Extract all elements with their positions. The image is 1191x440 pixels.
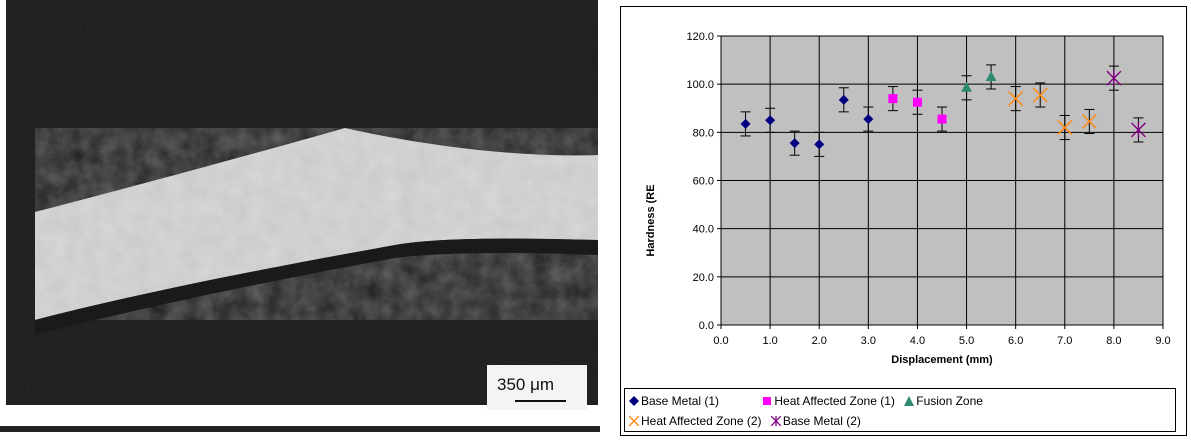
y-tick-label: 120.0 <box>686 31 714 43</box>
data-point <box>1081 113 1097 130</box>
x-tick-label: 7.0 <box>1057 335 1072 347</box>
chart-legend: Base Metal (1) Heat Affected Zone (1) Fu… <box>624 388 1176 432</box>
legend-label: Fusion Zone <box>916 394 983 408</box>
data-point <box>740 118 751 129</box>
data-point <box>985 70 997 81</box>
y-tick-label: 60.0 <box>693 176 714 188</box>
legend-label: Base Metal (2) <box>782 414 861 428</box>
data-point <box>937 114 947 124</box>
x-tick-label: 4.0 <box>910 335 925 347</box>
legend-item-base-metal-2: Base Metal (2) <box>770 414 861 428</box>
micrograph-image <box>0 0 600 432</box>
data-point <box>1106 70 1122 87</box>
hardness-chart: 0.0 20.0 40.0 60.0 80.0 100.0 120.0 0.0 1.0 2.0 3.… <box>620 6 1187 436</box>
legend-item-haz-1: Heat Affected Zone (1) <box>762 394 895 408</box>
legend-item-base-metal-1: Base Metal (1) <box>629 394 719 408</box>
scale-bar-box <box>487 365 587 410</box>
legend-item-haz-2: Heat Affected Zone (2) <box>628 414 762 428</box>
y-tick-label: 40.0 <box>693 224 714 236</box>
x-tick-label: 9.0 <box>1155 335 1170 347</box>
x-axis-title: Displacement (mm) <box>891 354 993 366</box>
data-point <box>1130 121 1146 138</box>
y-tick-label: 100.0 <box>686 79 714 91</box>
data-point <box>1008 91 1024 107</box>
x-tick-label: 2.0 <box>812 335 827 347</box>
diamond-marker-icon <box>629 396 639 406</box>
data-point <box>838 94 849 105</box>
chart-plot: 0.0 20.0 40.0 60.0 80.0 100.0 120.0 0.0 1.0 2.0 3.… <box>645 31 1171 366</box>
x-tick-label: 6.0 <box>1008 335 1023 347</box>
x-marker-icon <box>628 415 640 427</box>
data-point <box>789 138 800 149</box>
data-point <box>961 81 973 92</box>
data-point <box>1057 119 1073 136</box>
y-tick-label: 0.0 <box>699 320 714 332</box>
star-marker-icon <box>770 415 782 427</box>
data-point <box>888 94 898 104</box>
data-point <box>912 97 922 107</box>
data-point <box>863 114 874 125</box>
legend-label: Base Metal (1) <box>641 394 720 408</box>
data-point <box>765 115 776 126</box>
data-point <box>814 139 825 150</box>
x-tick-label: 8.0 <box>1106 335 1121 347</box>
legend-item-fusion-zone: Fusion Zone <box>904 394 983 408</box>
x-tick-label: 3.0 <box>861 335 876 347</box>
y-axis-title: Hardness (RE <box>645 184 657 256</box>
data-point <box>1032 87 1048 103</box>
y-tick-label: 20.0 <box>693 272 714 284</box>
square-marker-icon <box>763 397 772 405</box>
legend-label: Heat Affected Zone (2) <box>641 414 762 428</box>
x-tick-label: 0.0 <box>713 335 728 347</box>
x-tick-label: 1.0 <box>762 335 777 347</box>
scale-bar-label: 350 μm <box>497 375 555 394</box>
legend-label: Heat Affected Zone (1) <box>774 394 895 408</box>
y-tick-label: 80.0 <box>693 127 714 139</box>
x-tick-label: 5.0 <box>959 335 974 347</box>
triangle-marker-icon <box>904 396 915 406</box>
